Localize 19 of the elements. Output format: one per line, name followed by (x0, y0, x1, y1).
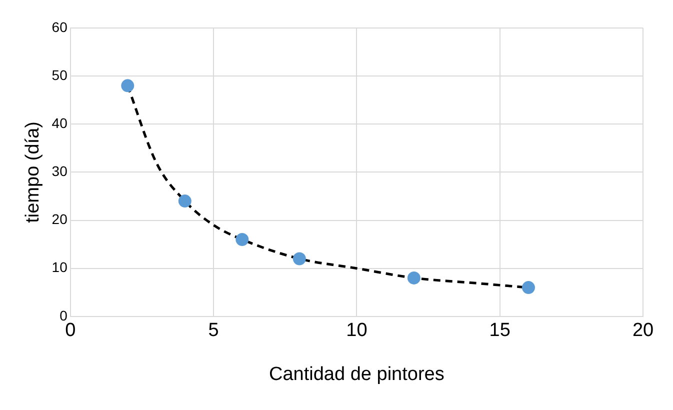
x-tick-label: 5 (208, 320, 219, 342)
y-tick-label: 10 (52, 259, 68, 276)
y-tick-label: 50 (52, 66, 68, 83)
y-tick-label: 0 (60, 307, 68, 324)
y-axis-title: tiempo (día) (22, 122, 44, 223)
point (407, 271, 420, 284)
point (522, 281, 535, 294)
x-tick-label: 10 (346, 320, 368, 342)
point (121, 79, 134, 92)
y-tick-label: 30 (52, 163, 68, 180)
x-tick-label: 20 (632, 320, 654, 342)
y-tick-label: 20 (52, 211, 68, 228)
y-tick-label: 40 (52, 114, 68, 131)
x-axis-title: Cantidad de pintores (269, 364, 444, 385)
point (178, 194, 192, 208)
y-tick-label: 60 (52, 18, 68, 35)
x-tick-label: 15 (489, 320, 510, 342)
point (236, 232, 249, 246)
point (292, 252, 306, 266)
